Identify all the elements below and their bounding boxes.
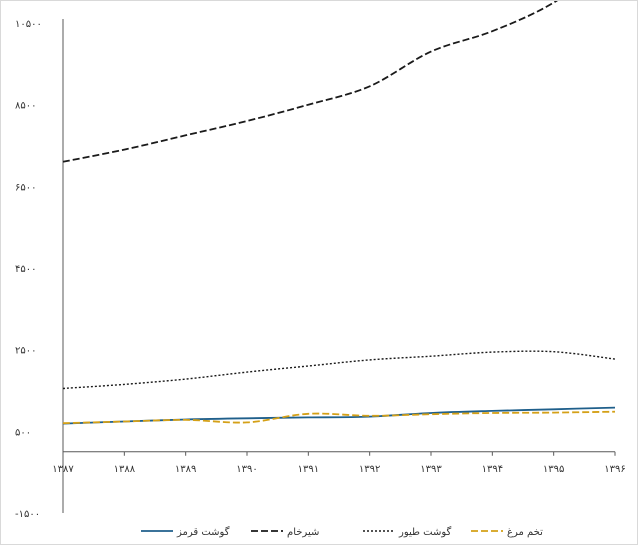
legend-label-1: گوشت قرمز <box>176 526 230 538</box>
series-lines <box>62 1 616 425</box>
y-tick-label: -۱۵۰۰ <box>15 509 40 520</box>
legend-label-2: شیرخام <box>287 527 319 538</box>
legend: گوشت قرمز شیرخام گوشت طیور تخم مرغ <box>141 526 543 538</box>
axes <box>62 19 615 513</box>
x-tick-label: ۱۳۹۴ <box>482 464 503 475</box>
y-tick-label: ۱۰۵۰۰ <box>15 19 42 30</box>
y-tick-label: ۴۵۰۰ <box>15 264 36 275</box>
x-tick-label: ۱۳۹۲ <box>359 464 380 475</box>
legend-label-3: گوشت طیور <box>398 526 452 538</box>
legend-label-4: تخم مرغ <box>507 527 543 538</box>
series-line-3 <box>62 350 616 390</box>
series-line-2 <box>62 1 558 163</box>
y-tick-label: ۲۵۰۰ <box>15 346 36 357</box>
x-tick-label: ۱۳۹۰ <box>236 464 257 475</box>
y-tick-label: ۸۵۰۰ <box>15 101 36 112</box>
x-axis-ticks: ۱۳۸۷ ۱۳۸۸ ۱۳۸۹ ۱۳۹۰ ۱۳۹۱ ۱۳۹۲ ۱۳۹۳ ۱۳۹۴ ۱۳۹۵ ۱۳۹۶ <box>52 451 626 475</box>
y-tick-label: ۶۵۰۰ <box>15 182 36 193</box>
x-tick-label: ۱۳۹۶ <box>604 464 625 475</box>
x-tick-label: ۱۳۹۵ <box>543 464 564 475</box>
x-tick-label: ۱۳۸۸ <box>114 464 136 475</box>
x-tick-label: ۱۳۸۷ <box>52 464 74 475</box>
y-tick-label: ۵۰۰ <box>15 427 31 438</box>
x-tick-label: ۱۳۹۱ <box>298 464 319 475</box>
x-tick-label: ۱۳۹۳ <box>420 464 442 475</box>
y-axis-ticks: -۱۵۰۰ ۵۰۰ ۲۵۰۰ ۴۵۰۰ ۶۵۰۰ ۸۵۰۰ ۱۰۵۰۰ <box>15 19 42 520</box>
series-line-4 <box>62 410 616 425</box>
x-tick-label: ۱۳۸۹ <box>175 464 196 475</box>
